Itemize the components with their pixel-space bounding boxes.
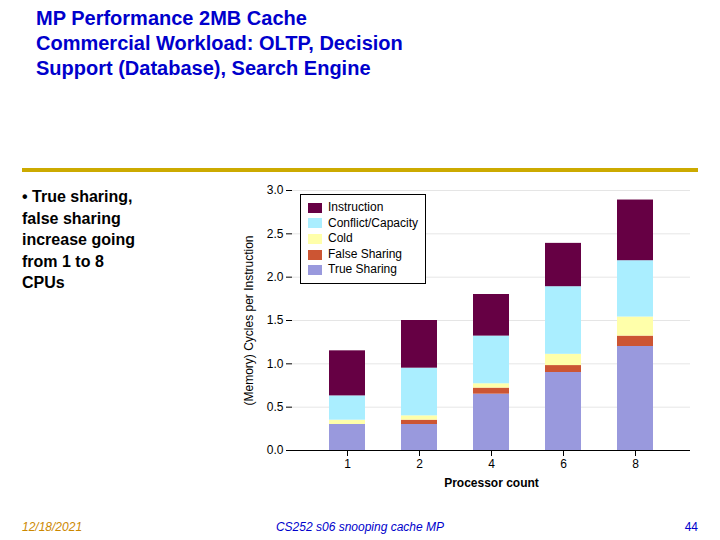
svg-text:2: 2 [416, 457, 423, 471]
svg-text:Processor count: Processor count [444, 476, 539, 490]
svg-text:0.0: 0.0 [267, 443, 284, 457]
html-text:Cold: Cold [328, 231, 353, 246]
html-text:12/18/2021: 12/18/2021 [22, 520, 83, 534]
svg-text:1.5: 1.5 [267, 313, 284, 327]
svg-text:1.0: 1.0 [267, 357, 284, 371]
svg-text:4: 4 [488, 457, 495, 471]
svg-text:3.0: 3.0 [267, 183, 284, 197]
html-text:CS252 s06 snooping cache MP: CS252 s06 snooping cache MP [275, 520, 444, 534]
svg-text:6: 6 [560, 457, 567, 471]
svg-text:1: 1 [344, 457, 351, 471]
svg-text:2.5: 2.5 [267, 227, 284, 241]
html-text:Instruction: Instruction [328, 200, 384, 214]
html-text:True Sharing: True Sharing [328, 262, 397, 277]
html-text:MP Performance 2MB Cache Comme: MP Performance 2MB Cache Commercial Work… [36, 7, 403, 79]
html-text:• True sharing, false sharing: • True sharing, false sharing increase g… [22, 188, 135, 292]
svg-text:0.5: 0.5 [267, 400, 284, 414]
svg-text:(Memory) Cycles per Instructio: (Memory) Cycles per Instruction [242, 235, 256, 405]
html-text:False Sharing: False Sharing [328, 246, 402, 261]
html-text:Conflict/Capacity: Conflict/Capacity [328, 215, 418, 230]
svg-text:2.0: 2.0 [267, 270, 284, 284]
html-text:44: 44 [684, 520, 698, 534]
svg-text:8: 8 [632, 457, 639, 471]
